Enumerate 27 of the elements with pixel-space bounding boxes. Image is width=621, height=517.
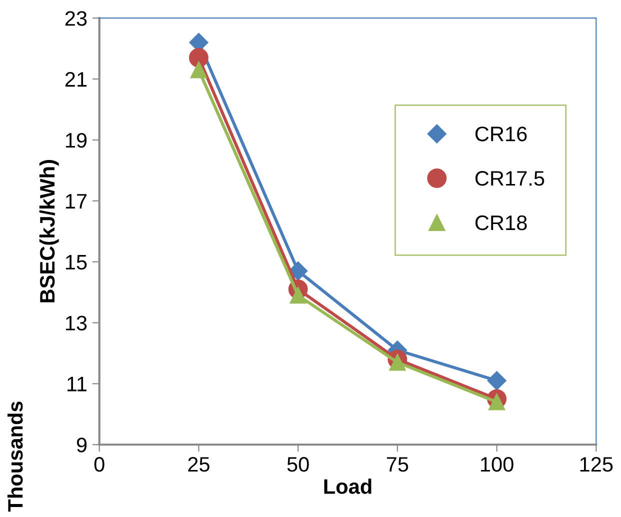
x-tick-label: 50 (287, 456, 309, 472)
y-axis-title: BSEC(kJ/kWh) (39, 160, 59, 302)
y-tick-label: 17 (66, 194, 87, 208)
text: Thousands (7, 402, 23, 512)
x-tick-label: 125 (580, 456, 613, 472)
point (389, 354, 406, 371)
y-tick-label: 15 (66, 255, 87, 270)
y-tick-label: 19 (66, 132, 87, 148)
point (290, 287, 306, 304)
point (188, 48, 208, 68)
point (288, 261, 308, 280)
x-tick-label: 0 (94, 456, 104, 472)
x-tick-label: 75 (386, 457, 408, 472)
point (488, 394, 506, 410)
x-tick-label: 25 (188, 456, 210, 472)
point (487, 371, 506, 390)
y-tick-label: 11 (68, 376, 87, 392)
x-axis-title: Load (324, 478, 372, 494)
y-tick-label: 9 (76, 438, 87, 452)
y-tick-label: 21 (65, 72, 87, 87)
legend-label: CR16 (475, 126, 527, 142)
legend-label: CR17.5 (475, 171, 544, 186)
x-tick-label: 100 (481, 456, 514, 472)
point (190, 62, 208, 78)
y-tick-label: 23 (65, 11, 87, 26)
y-tick-label: 13 (66, 316, 87, 331)
legend-label: CR18 (475, 215, 527, 230)
